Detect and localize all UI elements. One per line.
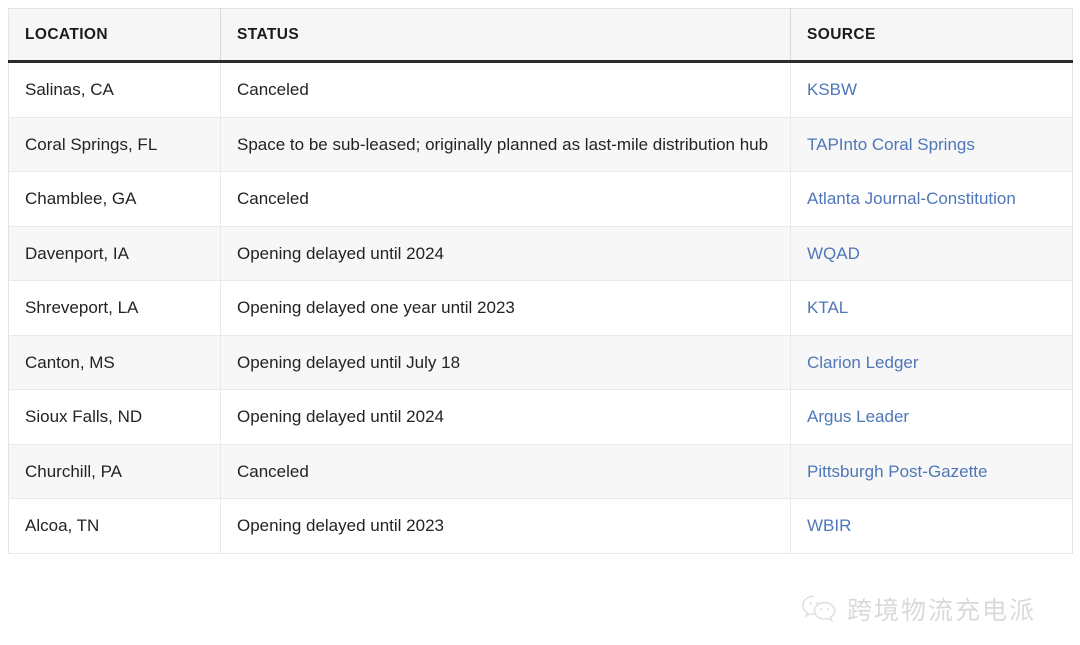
table-row: Davenport, IA Opening delayed until 2024… (8, 226, 1073, 281)
column-header-source[interactable]: SOURCE (790, 8, 1073, 63)
source-link[interactable]: Atlanta Journal-Constitution (807, 189, 1016, 208)
table-container: LOCATION STATUS SOURCE Salinas, CA Cance… (8, 8, 1073, 554)
cell-source: Clarion Ledger (790, 335, 1073, 390)
cell-location: Alcoa, TN (8, 498, 221, 554)
table-row: Sioux Falls, ND Opening delayed until 20… (8, 389, 1073, 445)
cell-location: Churchill, PA (8, 444, 221, 499)
cell-location: Shreveport, LA (8, 280, 221, 336)
table-body: Salinas, CA Canceled KSBW Coral Springs,… (8, 61, 1073, 554)
table-header-row: LOCATION STATUS SOURCE (8, 8, 1073, 63)
cell-status: Opening delayed one year until 2023 (220, 280, 791, 336)
cell-status: Canceled (220, 61, 791, 118)
cell-status: Opening delayed until 2024 (220, 389, 791, 445)
source-link[interactable]: KSBW (807, 80, 858, 99)
source-link[interactable]: Clarion Ledger (807, 352, 919, 372)
status-table: LOCATION STATUS SOURCE Salinas, CA Cance… (8, 8, 1073, 554)
table-row: Shreveport, LA Opening delayed one year … (8, 280, 1073, 336)
cell-status: Canceled (220, 171, 791, 227)
column-header-location[interactable]: LOCATION (8, 8, 221, 63)
table-row: Salinas, CA Canceled KSBW (8, 61, 1073, 118)
cell-source: Argus Leader (790, 389, 1073, 445)
cell-source: KSBW (790, 61, 1073, 118)
cell-status: Opening delayed until 2023 (220, 498, 791, 554)
cell-location: Sioux Falls, ND (8, 389, 221, 445)
cell-location: Canton, MS (8, 335, 221, 390)
source-link[interactable]: Pittsburgh Post-Gazette (807, 461, 988, 481)
cell-status: Opening delayed until 2024 (220, 226, 791, 281)
wechat-bubbles-icon (800, 593, 840, 627)
table-row: Churchill, PA Canceled Pittsburgh Post-G… (8, 444, 1073, 499)
table-row: Chamblee, GA Canceled Atlanta Journal-Co… (8, 171, 1073, 227)
source-link[interactable]: WQAD (807, 243, 860, 263)
cell-source: WBIR (790, 498, 1073, 554)
cell-status: Opening delayed until July 18 (220, 335, 791, 390)
cell-location: Chamblee, GA (8, 171, 221, 227)
cell-source: KTAL (790, 280, 1073, 336)
source-link[interactable]: TAPInto Coral Springs (807, 134, 975, 154)
cell-source: Atlanta Journal-Constitution (790, 171, 1073, 227)
cell-location: Davenport, IA (8, 226, 221, 281)
table-header: LOCATION STATUS SOURCE (8, 8, 1073, 63)
cell-status: Space to be sub-leased; originally plann… (220, 117, 791, 172)
source-link[interactable]: KTAL (807, 298, 849, 317)
cell-source: Pittsburgh Post-Gazette (790, 444, 1073, 499)
cell-location: Coral Springs, FL (8, 117, 221, 172)
cell-source: TAPInto Coral Springs (790, 117, 1073, 172)
table-row: Canton, MS Opening delayed until July 18… (8, 335, 1073, 390)
table-row: Alcoa, TN Opening delayed until 2023 WBI… (8, 498, 1073, 554)
source-link[interactable]: Argus Leader (807, 407, 910, 426)
cell-location: Salinas, CA (8, 61, 221, 118)
source-link[interactable]: WBIR (807, 516, 852, 535)
cell-source: WQAD (790, 226, 1073, 281)
watermark-text: 跨境物流充电派 (847, 595, 1037, 625)
watermark-overlay: 跨境物流充电派 (800, 593, 1036, 627)
column-header-status[interactable]: STATUS (220, 8, 791, 63)
cell-status: Canceled (220, 444, 791, 499)
table-row: Coral Springs, FL Space to be sub-leased… (8, 117, 1073, 172)
